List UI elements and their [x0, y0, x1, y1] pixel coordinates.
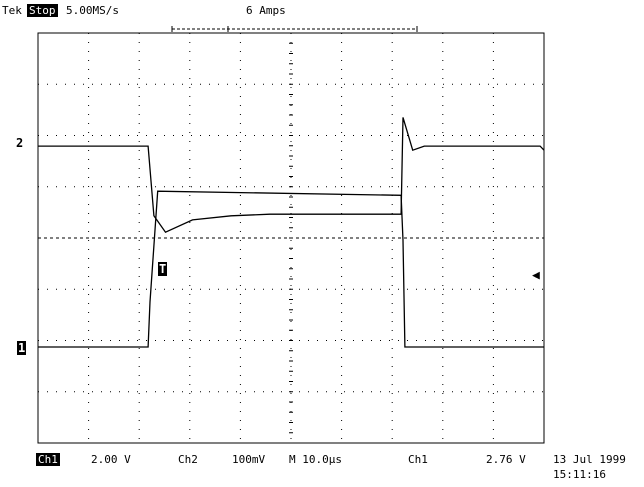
graticule [37, 26, 545, 444]
time-label: 15:11:16 [553, 468, 606, 481]
brand-label: Tek [2, 4, 22, 17]
timebase-label: M 10.0µs [289, 453, 342, 466]
trigger-source-label: Ch1 [408, 453, 428, 466]
sample-rate-label: 5.00MS/s [66, 4, 119, 17]
acquisition-mode-badge: Stop [27, 4, 58, 17]
trigger-marker: T [158, 262, 168, 276]
trace-ch1 [38, 190, 544, 348]
ch1-ground-marker: 1 [17, 341, 27, 355]
date-label: 13 Jul 1999 [553, 453, 626, 466]
ch2-ground-marker: 2 [16, 136, 24, 150]
ch2-label: Ch2 [178, 453, 198, 466]
trigger-level-label: 6 Amps [246, 4, 286, 17]
trigger-value-label: 2.76 V [486, 453, 526, 466]
ch1-label: Ch1 [36, 453, 60, 466]
waveform-traces [38, 117, 545, 348]
trace-ch2 [38, 117, 545, 234]
ch2-scale: 100mV [232, 453, 266, 466]
trigger-level-arrow-icon: ◀ [532, 268, 540, 283]
ch1-scale: 2.00 V [91, 453, 131, 466]
